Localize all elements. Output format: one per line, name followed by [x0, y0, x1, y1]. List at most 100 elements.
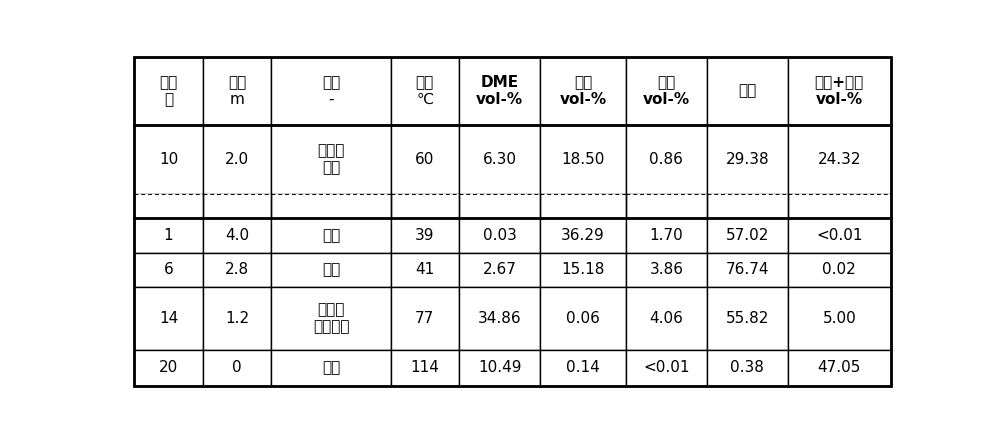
- Bar: [626, 350, 707, 385]
- Bar: [134, 58, 203, 125]
- Bar: [459, 58, 540, 125]
- Bar: [134, 287, 203, 350]
- Bar: [540, 350, 626, 385]
- Bar: [459, 218, 540, 253]
- Bar: [788, 218, 891, 253]
- Text: 0.86: 0.86: [649, 152, 683, 167]
- Bar: [134, 125, 203, 194]
- Bar: [540, 125, 626, 194]
- Text: 2.0: 2.0: [225, 152, 249, 167]
- Bar: [788, 253, 891, 287]
- Text: 76.74: 76.74: [726, 263, 769, 277]
- Text: 温度
℃: 温度 ℃: [416, 75, 434, 108]
- Bar: [626, 218, 707, 253]
- Text: 0.02: 0.02: [822, 263, 856, 277]
- Bar: [391, 287, 459, 350]
- Text: 高度
m: 高度 m: [228, 75, 246, 108]
- Text: 1.2: 1.2: [225, 311, 249, 326]
- Bar: [707, 350, 788, 385]
- Text: 顶部: 顶部: [322, 228, 340, 243]
- Text: 3.86: 3.86: [649, 263, 683, 277]
- Text: 60: 60: [415, 152, 435, 167]
- Bar: [788, 58, 891, 125]
- Text: DME
vol-%: DME vol-%: [476, 75, 523, 108]
- Text: 0.14: 0.14: [566, 360, 600, 375]
- Bar: [391, 350, 459, 385]
- Text: 41: 41: [415, 263, 434, 277]
- Text: 10.49: 10.49: [478, 360, 521, 375]
- Bar: [788, 125, 891, 194]
- Bar: [788, 350, 891, 385]
- Text: 77: 77: [415, 311, 434, 326]
- Bar: [626, 125, 707, 194]
- Bar: [391, 125, 459, 194]
- Bar: [459, 194, 540, 218]
- Bar: [271, 287, 391, 350]
- Bar: [134, 253, 203, 287]
- Bar: [626, 194, 707, 218]
- Text: 29.38: 29.38: [726, 152, 769, 167]
- Text: 0: 0: [232, 360, 242, 375]
- Text: 6: 6: [164, 263, 173, 277]
- Text: 47.05: 47.05: [818, 360, 861, 375]
- Text: 57.02: 57.02: [726, 228, 769, 243]
- Bar: [707, 218, 788, 253]
- Bar: [271, 350, 391, 385]
- Text: 塔板
号: 塔板 号: [159, 75, 178, 108]
- Bar: [203, 287, 271, 350]
- Text: 0.06: 0.06: [566, 311, 600, 326]
- Bar: [626, 58, 707, 125]
- Bar: [271, 125, 391, 194]
- Text: 4.06: 4.06: [649, 311, 683, 326]
- Bar: [788, 194, 891, 218]
- Bar: [271, 253, 391, 287]
- Bar: [707, 58, 788, 125]
- Bar: [391, 218, 459, 253]
- Bar: [459, 253, 540, 287]
- Text: 2.67: 2.67: [483, 263, 517, 277]
- Text: 1: 1: [164, 228, 173, 243]
- Bar: [459, 125, 540, 194]
- Text: 24.32: 24.32: [818, 152, 861, 167]
- Text: 10: 10: [159, 152, 178, 167]
- Text: 55.82: 55.82: [726, 311, 769, 326]
- Text: 5.00: 5.00: [822, 311, 856, 326]
- Bar: [203, 350, 271, 385]
- Bar: [540, 194, 626, 218]
- Text: 20: 20: [159, 360, 178, 375]
- Bar: [707, 194, 788, 218]
- Bar: [391, 253, 459, 287]
- Text: 0.03: 0.03: [483, 228, 517, 243]
- Bar: [203, 253, 271, 287]
- Text: 乙烯
vol-%: 乙烯 vol-%: [559, 75, 607, 108]
- Bar: [540, 287, 626, 350]
- Text: 位置
-: 位置 -: [322, 75, 340, 108]
- Text: 39: 39: [415, 228, 435, 243]
- Bar: [134, 350, 203, 385]
- Text: 6.30: 6.30: [483, 152, 517, 167]
- Bar: [134, 194, 203, 218]
- Bar: [203, 218, 271, 253]
- Text: 下方，
側提取器: 下方， 側提取器: [313, 302, 349, 335]
- Bar: [707, 253, 788, 287]
- Text: 丙烷
vol-%: 丙烷 vol-%: [643, 75, 690, 108]
- Text: 4.0: 4.0: [225, 228, 249, 243]
- Text: 114: 114: [410, 360, 439, 375]
- Bar: [459, 350, 540, 385]
- Bar: [626, 287, 707, 350]
- Text: 34.86: 34.86: [478, 311, 521, 326]
- Text: 36.29: 36.29: [561, 228, 605, 243]
- Bar: [203, 125, 271, 194]
- Text: 丙烯: 丙烯: [738, 83, 756, 99]
- Text: 15.18: 15.18: [561, 263, 605, 277]
- Text: 底部: 底部: [322, 360, 340, 375]
- Text: <0.01: <0.01: [643, 360, 690, 375]
- Bar: [271, 218, 391, 253]
- Bar: [540, 218, 626, 253]
- Text: 1.70: 1.70: [649, 228, 683, 243]
- Bar: [626, 253, 707, 287]
- Bar: [707, 287, 788, 350]
- Bar: [271, 194, 391, 218]
- Bar: [134, 218, 203, 253]
- Bar: [391, 58, 459, 125]
